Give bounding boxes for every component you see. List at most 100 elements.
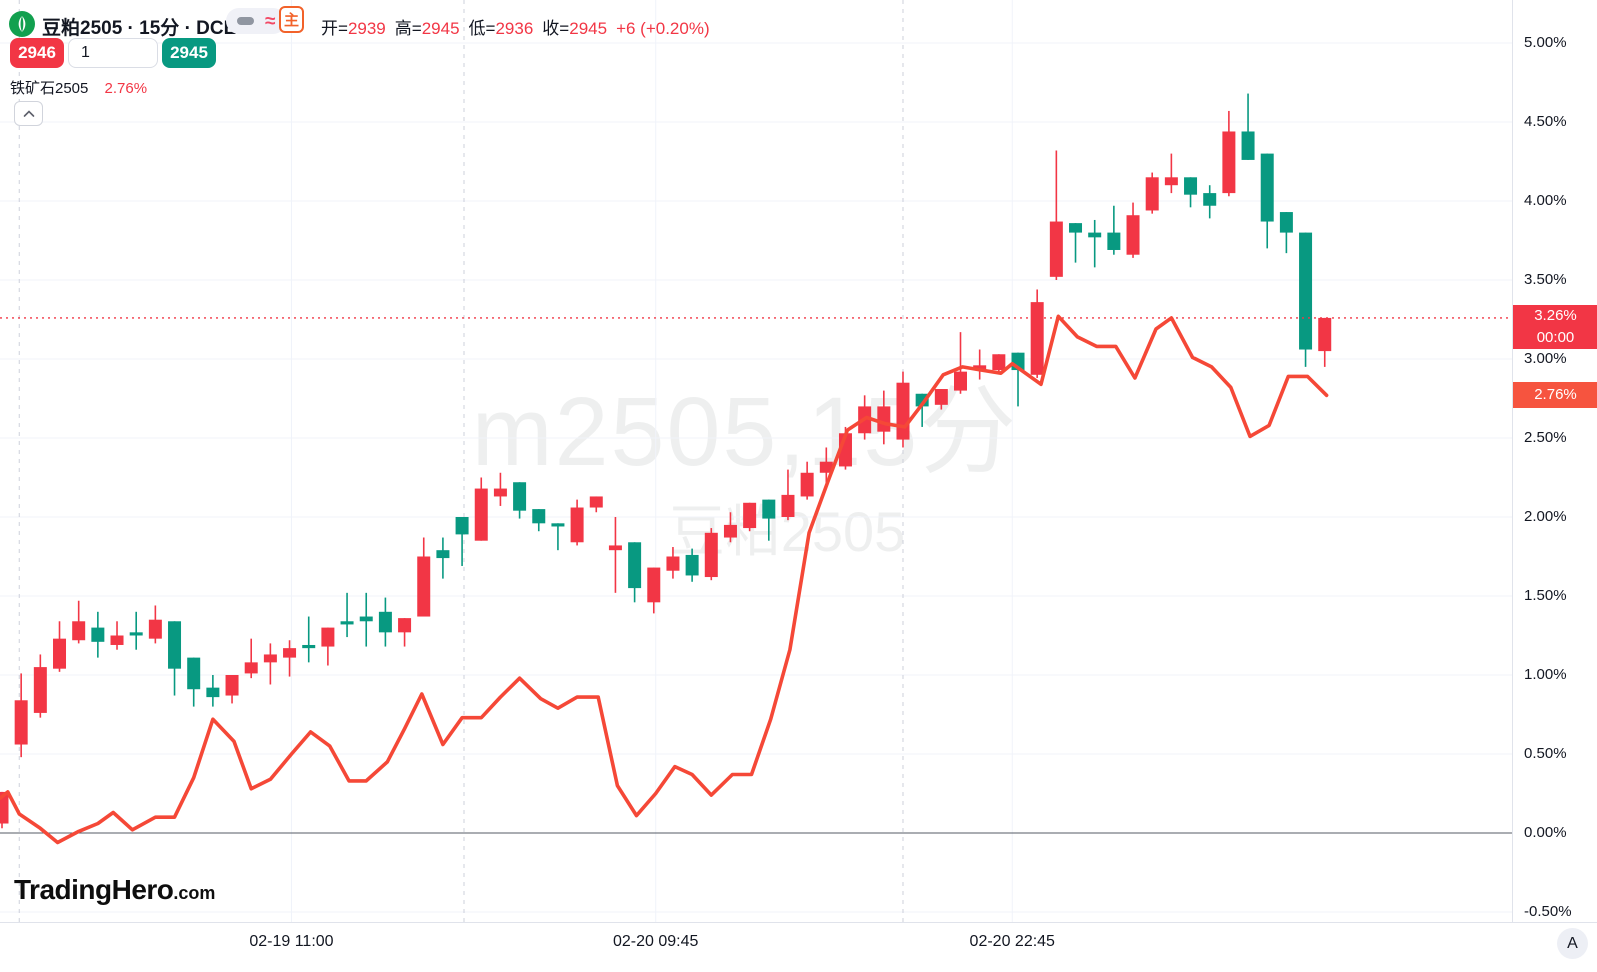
candle — [1164, 153, 1178, 194]
close-value: 2945 — [569, 19, 608, 38]
candle — [168, 621, 182, 696]
candle — [359, 592, 373, 647]
price-tick-label: 5.00% — [1524, 34, 1567, 51]
candle — [398, 618, 412, 647]
candle — [1318, 317, 1332, 367]
compare-change-value: 2.76% — [104, 80, 148, 97]
candle — [110, 621, 124, 650]
candle — [1184, 177, 1198, 208]
price-tick-label: 1.00% — [1524, 666, 1567, 683]
close-label: 收= — [542, 19, 570, 38]
candle — [954, 332, 967, 394]
high-label: 高= — [394, 19, 422, 38]
last-price-badge: 3.26% 00:00 — [1513, 304, 1597, 349]
candle — [647, 567, 661, 614]
sell-button[interactable]: 2946 — [10, 38, 64, 68]
price-chart[interactable]: m2505,15分 豆粕2505 — [0, 0, 1512, 922]
candle — [340, 592, 354, 638]
low-value: 2936 — [495, 19, 534, 38]
time-tick-label: 02-20 22:45 — [969, 933, 1055, 950]
tradinghero-logo: TradingHero.com — [14, 874, 215, 906]
candle — [1126, 202, 1140, 258]
symbol-title: 豆粕2505 · 15分 · DCE — [42, 18, 237, 39]
candle — [1011, 352, 1025, 407]
candle — [704, 528, 718, 581]
time-tick-label: 02-20 09:45 — [612, 933, 699, 950]
candle — [283, 640, 297, 677]
price-axis[interactable]: 5.00% 4.50% 4.00% 3.50% 3.00% 2.50% 2.00% 1.50%… — [1512, 0, 1597, 922]
price-tick-label: 3.00% — [1524, 350, 1567, 367]
candle — [493, 472, 507, 506]
brand-tld: .com — [173, 883, 216, 903]
candle — [896, 371, 910, 448]
candle — [1222, 110, 1236, 197]
candle — [53, 621, 67, 672]
candle — [819, 447, 833, 487]
price-tick-label: 4.50% — [1524, 113, 1567, 130]
candle-style-icon[interactable] — [237, 17, 254, 25]
candle — [436, 537, 450, 579]
price-tick-label: 2.00% — [1524, 508, 1567, 525]
candle — [378, 597, 392, 647]
wave-icon[interactable]: ≈ — [265, 10, 276, 32]
candle — [91, 611, 105, 658]
candle — [992, 354, 1006, 374]
price-tick-label: 2.50% — [1524, 429, 1567, 446]
time-axis[interactable]: 02-19 11:00 02-20 09:45 02-20 22:45 A — [0, 922, 1597, 972]
candle — [1145, 172, 1159, 214]
candle — [244, 638, 258, 679]
price-tick-label: 3.50% — [1524, 271, 1567, 288]
candle — [723, 512, 737, 543]
candle — [666, 547, 680, 579]
candle — [589, 496, 603, 513]
bar-countdown: 00:00 — [1536, 328, 1575, 346]
brand-name: TradingHero — [14, 874, 174, 905]
compare-symbol-label: 铁矿石2505 — [10, 80, 89, 97]
quantity-input[interactable] — [68, 38, 158, 68]
candle — [973, 349, 987, 380]
collapse-button[interactable] — [14, 101, 43, 126]
candle — [781, 469, 795, 521]
candle — [800, 461, 814, 500]
candle — [551, 523, 565, 551]
candle — [14, 673, 28, 758]
auto-scale-button[interactable]: A — [1557, 928, 1588, 959]
candle — [762, 499, 776, 541]
candle — [321, 627, 335, 666]
candle — [1299, 232, 1313, 367]
candle — [1107, 205, 1121, 255]
candle — [187, 657, 201, 707]
price-tick-label: -0.50% — [1524, 903, 1572, 920]
ohlc-readout: 开=2939 高=2945 低=2936 收=2945 +6 (+0.20%) — [321, 14, 719, 39]
candle — [513, 482, 527, 519]
chevron-up-icon — [23, 109, 34, 117]
compare-price-badge: 2.76% — [1513, 382, 1597, 409]
candle — [225, 675, 239, 704]
chart-style-toolbar[interactable]: ≈ — [226, 8, 287, 34]
price-tick-label: 4.00% — [1524, 192, 1567, 209]
high-value: 2945 — [421, 19, 460, 38]
candlestick-canvas[interactable] — [0, 0, 1512, 922]
broker-logo-icon — [9, 11, 35, 37]
candle — [685, 548, 699, 582]
candle — [1279, 212, 1293, 254]
candle — [263, 643, 277, 685]
price-tick-label: 1.50% — [1524, 587, 1567, 604]
main-contract-badge[interactable]: 主 — [279, 6, 304, 33]
candle — [1260, 153, 1274, 249]
candle — [72, 600, 86, 644]
candle — [1069, 223, 1083, 263]
buy-button[interactable]: 2945 — [162, 38, 216, 68]
price-tick-label: 0.50% — [1524, 745, 1567, 762]
candle — [877, 390, 891, 445]
candle — [934, 389, 948, 410]
last-price-value: 3.26% — [1534, 306, 1577, 324]
candle — [33, 654, 47, 718]
compare-legend[interactable]: 铁矿石2505 2.76% — [10, 77, 147, 98]
candle — [1241, 93, 1255, 160]
candle — [532, 509, 546, 532]
candle — [206, 675, 220, 707]
candle — [302, 616, 316, 663]
candle — [474, 477, 488, 541]
candle — [570, 499, 584, 546]
